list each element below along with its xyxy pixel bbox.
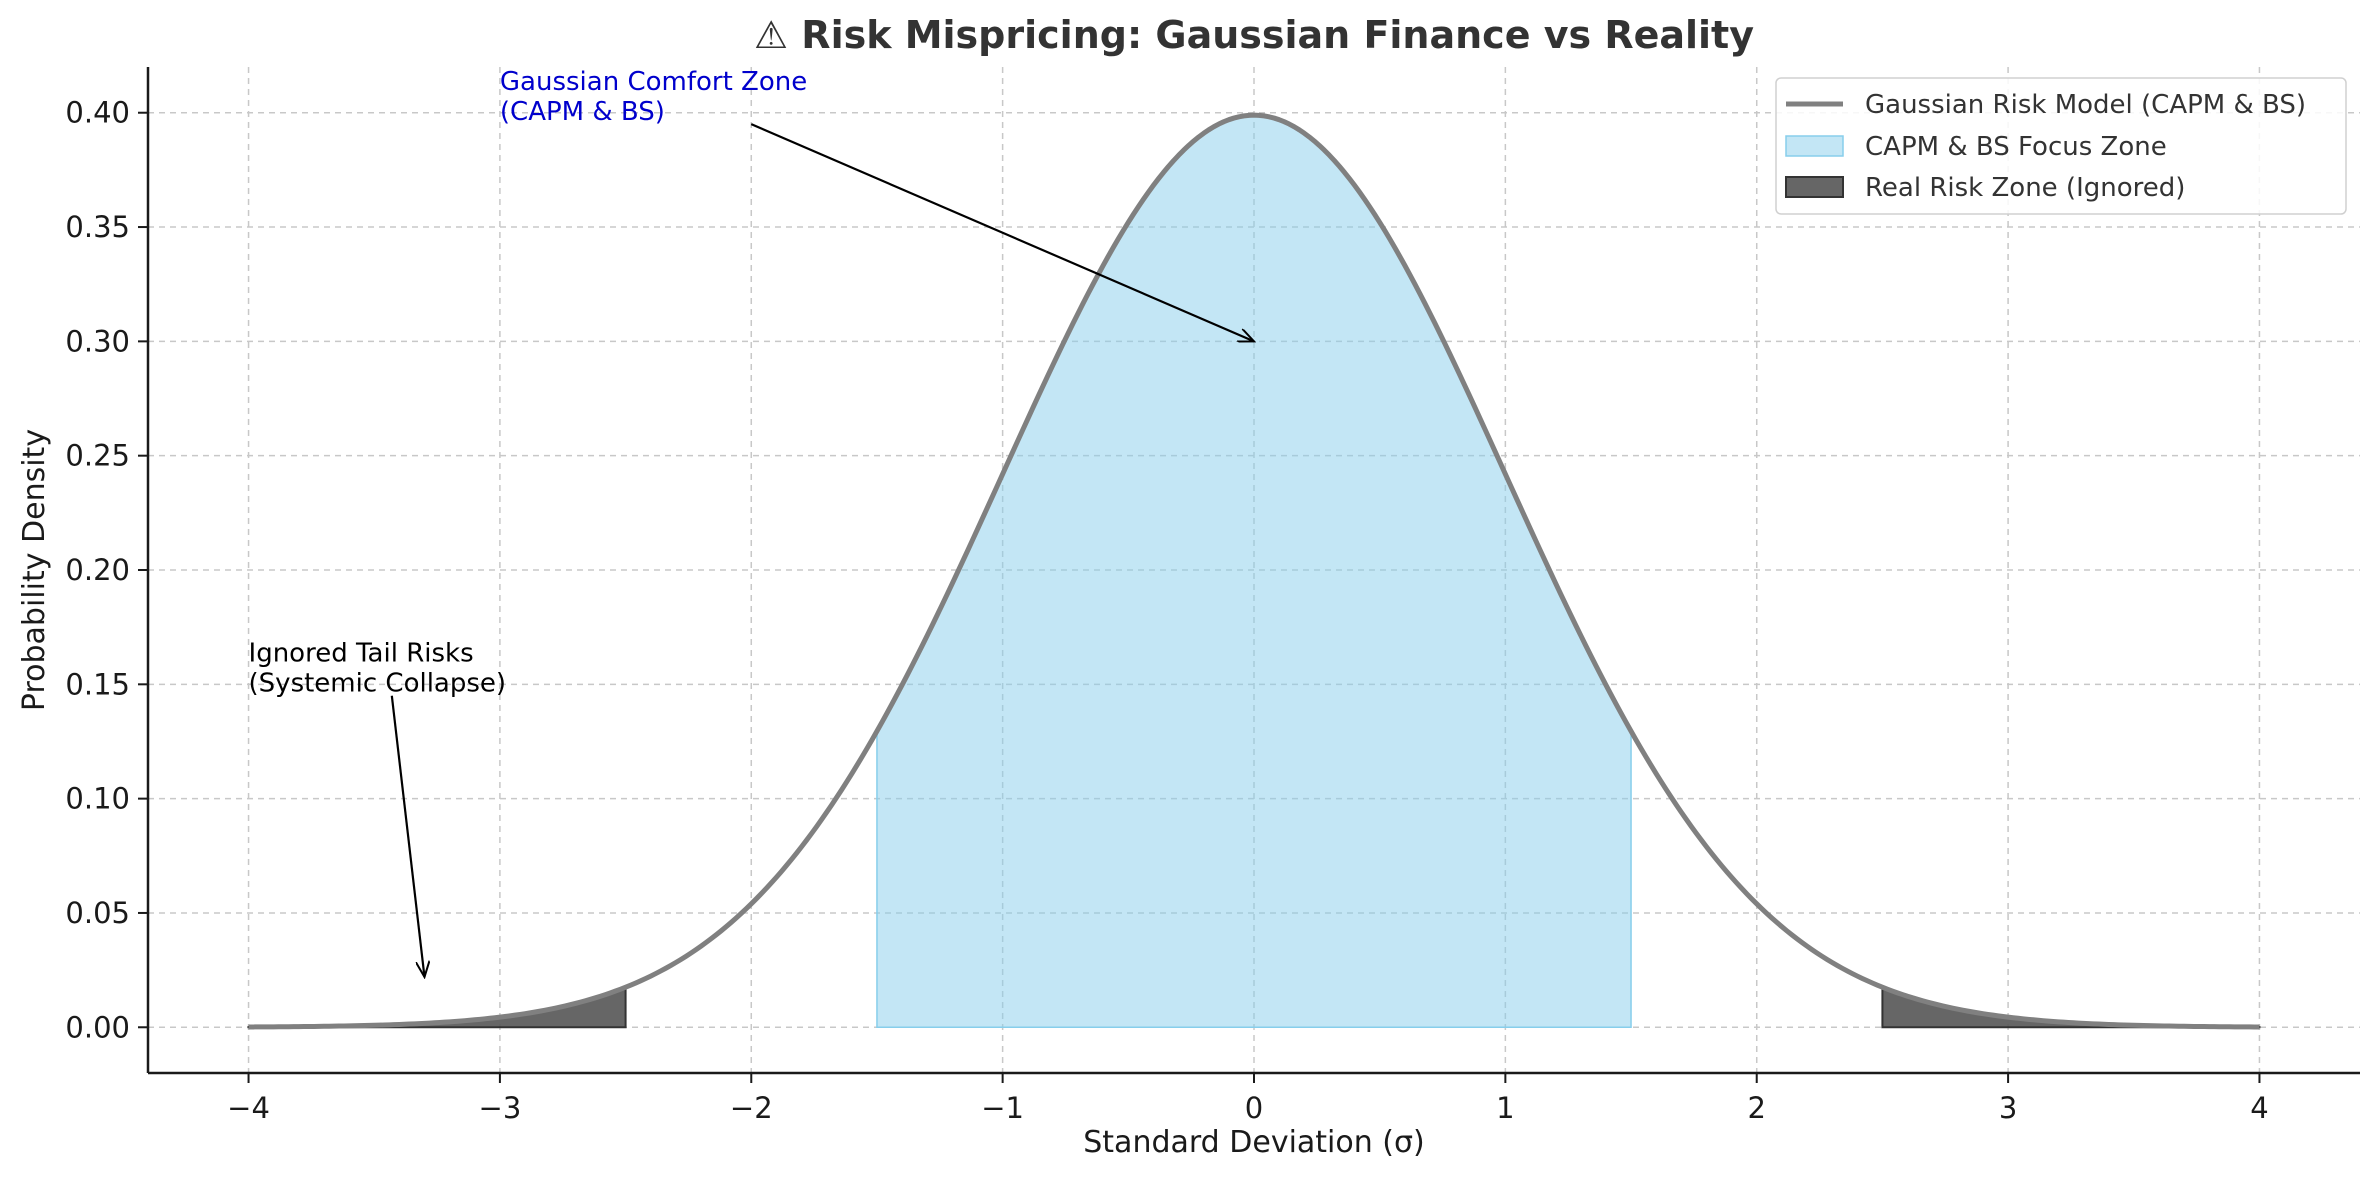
- tail-risk-annotation-arrow: [390, 695, 425, 977]
- y-tick-label: 0.05: [65, 896, 130, 930]
- x-tick-label: −1: [981, 1091, 1024, 1125]
- gaussian-curve: [248, 112, 2260, 1030]
- legend: Gaussian Risk Model (CAPM & BS) CAPM & B…: [1775, 77, 2347, 215]
- series-lines: [248, 112, 2260, 1030]
- ticks: −4 −3 −2 −1 0 1 2 3 4 0.00 0.05 0.10 0.15 0.20 0.25 0.3…: [65, 96, 2268, 1125]
- legend-label-focus: CAPM & BS Focus Zone: [1865, 132, 2167, 162]
- comfort-zone-annotation-text: Gaussian Comfort Zone (CAPM & BS): [500, 67, 807, 127]
- chart-title: ⚠ Risk Mispricing: Gaussian Finance vs R…: [754, 13, 1754, 57]
- x-tick-label: 2: [1748, 1091, 1766, 1125]
- tail-risk-annotation-line: (Systemic Collapse): [249, 668, 507, 698]
- x-axis-label: Standard Deviation (σ): [1083, 1125, 1424, 1160]
- legend-label-real-risk: Real Risk Zone (Ignored): [1865, 173, 2185, 203]
- x-tick-label: 3: [1999, 1091, 2017, 1125]
- y-tick-label: 0.30: [65, 324, 130, 358]
- x-tick-label: −2: [730, 1091, 773, 1125]
- legend-swatch-focus: [1785, 135, 1844, 157]
- comfort-zone-annotation-arrow: [750, 123, 1254, 341]
- tail-risk-annotation-text: Ignored Tail Risks (Systemic Collapse): [249, 638, 507, 698]
- y-tick-label: 0.00: [65, 1010, 130, 1044]
- y-axis-label: Probability Density: [17, 429, 52, 711]
- y-tick-label: 0.10: [65, 782, 130, 816]
- x-tick-label: −3: [479, 1091, 522, 1125]
- y-tick-label: 0.25: [65, 439, 130, 473]
- x-tick-label: 0: [1245, 1091, 1263, 1125]
- y-tick-label: 0.40: [65, 96, 130, 130]
- y-tick-label: 0.35: [65, 210, 130, 244]
- comfort-zone-annotation-line: Gaussian Comfort Zone: [500, 67, 807, 97]
- legend-frame: [1775, 77, 2347, 215]
- x-tick-label: 1: [1496, 1091, 1514, 1125]
- y-tick-label: 0.15: [65, 667, 130, 701]
- fill-areas: [247, 114, 2261, 1029]
- x-tick-label: −4: [227, 1091, 270, 1125]
- legend-label-gaussian: Gaussian Risk Model (CAPM & BS): [1865, 90, 2306, 120]
- comfort-zone-annotation-line: (CAPM & BS): [500, 97, 665, 127]
- x-tick-label: 4: [2250, 1091, 2268, 1125]
- annotations: Gaussian Comfort Zone (CAPM & BS) Ignored …: [249, 67, 1254, 977]
- focus-zone-area: [876, 114, 1632, 1029]
- y-tick-label: 0.20: [65, 553, 130, 587]
- legend-swatch-real-risk: [1785, 176, 1844, 198]
- tail-risk-annotation-line: Ignored Tail Risks: [249, 638, 474, 668]
